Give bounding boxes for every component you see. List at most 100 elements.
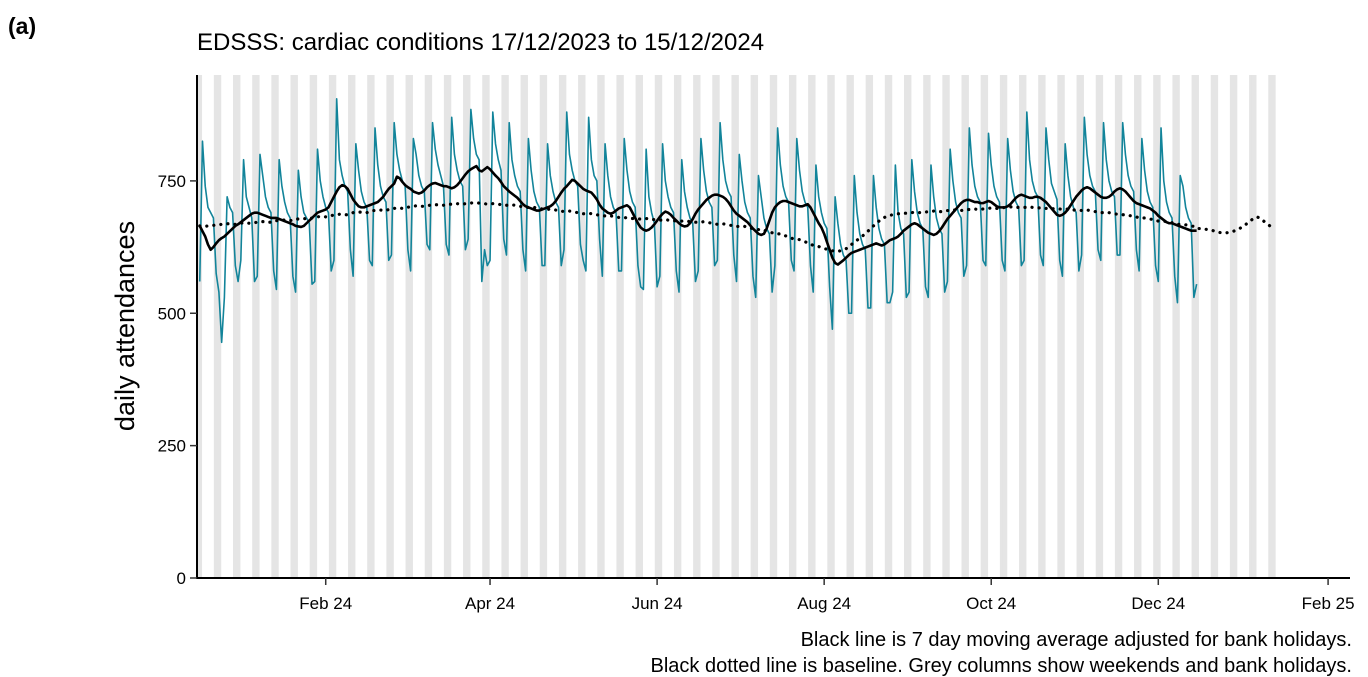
weekend-column [405, 75, 411, 578]
weekend-column [619, 75, 624, 578]
weekend-column [865, 75, 871, 578]
weekend-column [616, 75, 622, 578]
weekend-column [945, 75, 950, 578]
x-tick-label: Oct 24 [966, 594, 1016, 613]
weekend-column [827, 75, 832, 578]
weekend-column [868, 75, 874, 578]
weekend-column [887, 75, 893, 578]
panel-label: (a) [8, 13, 36, 39]
weekend-column [443, 75, 449, 578]
weekend-column [657, 75, 663, 578]
weekend-column [712, 75, 717, 578]
weekend-column [309, 75, 315, 578]
weekend-column [197, 75, 203, 578]
weekend-column [942, 75, 947, 578]
weekend-column [731, 75, 737, 578]
weekend-column [446, 75, 452, 578]
weekend-column [523, 75, 528, 578]
weekend-column [235, 75, 241, 578]
weekend-column [348, 75, 353, 578]
y-tick-label: 500 [158, 304, 186, 323]
weekend-column [1079, 75, 1084, 578]
x-tick-label: Feb 24 [299, 594, 352, 613]
weekend-column [312, 75, 318, 578]
weekend-column [849, 75, 854, 578]
weekend-column [906, 75, 912, 578]
weekend-column [274, 75, 279, 578]
weekend-column [638, 75, 644, 578]
weekend-column [810, 75, 816, 578]
weekend-column [999, 75, 1005, 578]
weekend-column [1155, 75, 1161, 578]
y-tick-label: 250 [158, 437, 186, 456]
axis-layer: 0 250 500 750 Feb 24 Apr 24 Jun 24 Aug 24 Oct 24… [158, 75, 1355, 613]
weekend-column [750, 75, 756, 578]
x-tick-label: Feb 25 [1302, 594, 1355, 613]
weekend-column [1249, 75, 1254, 578]
weekend-column [1098, 75, 1104, 578]
y-tick-label: 0 [177, 569, 186, 588]
weekend-column [1251, 75, 1257, 578]
weekend-column [1038, 75, 1043, 578]
weekend-column [252, 75, 257, 578]
weekend-column [1060, 75, 1065, 578]
x-tick-label: Jun 24 [632, 594, 683, 613]
note: Black dotted line is baseline. Grey colu… [650, 655, 1352, 677]
weekend-column [213, 75, 219, 578]
weekend-column [367, 75, 372, 578]
weekend-column [1270, 75, 1276, 578]
x-tick-label: Aug 24 [797, 594, 851, 613]
weekend-column [504, 75, 509, 578]
weekend-column [1002, 75, 1008, 578]
weekend-column [542, 75, 548, 578]
weekend-column [1175, 75, 1180, 578]
weekend-column [1136, 75, 1142, 578]
weekend-column [484, 75, 490, 578]
weekend-column [389, 75, 394, 578]
weekend-column [673, 75, 679, 578]
weekend-column [1021, 75, 1027, 578]
weekend-column [846, 75, 852, 578]
weekend-column [427, 75, 433, 578]
note: Black line is 7 day moving average adjus… [801, 629, 1352, 651]
weekend-column [271, 75, 277, 578]
weekend-column [1172, 75, 1178, 578]
weekend-column [964, 75, 969, 578]
weekend-column [676, 75, 682, 578]
x-tick-label: Apr 24 [465, 594, 515, 613]
weekend-column [233, 75, 238, 578]
weekend-column [1040, 75, 1046, 578]
weekend-column [695, 75, 701, 578]
weekend-column [254, 75, 260, 578]
weekend-column [753, 75, 759, 578]
weekend-column [539, 75, 545, 578]
weekend-column [1153, 75, 1158, 578]
column-layer [197, 75, 1276, 578]
weekend-column [386, 75, 392, 578]
weekend-column [331, 75, 337, 578]
weekend-column [600, 75, 605, 578]
weekend-column [328, 75, 334, 578]
weekend-column [369, 75, 375, 578]
weekend-column [578, 75, 583, 578]
weekend-column [1095, 75, 1101, 578]
weekend-column [635, 75, 641, 578]
weekend-column [715, 75, 720, 578]
weekend-column [693, 75, 698, 578]
y-axis-label: daily attendances [110, 221, 140, 431]
weekend-column [654, 75, 660, 578]
weekend-column [501, 75, 507, 578]
weekend-column [465, 75, 471, 578]
weekend-column [1057, 75, 1063, 578]
weekend-column [788, 75, 794, 578]
weekend-column [293, 75, 298, 578]
baseline-line [198, 201, 1275, 253]
weekend-column [463, 75, 468, 578]
weekend-column [734, 75, 739, 578]
weekend-column [1194, 75, 1199, 578]
weekend-column [424, 75, 430, 578]
weekend-column [290, 75, 296, 578]
weekend-column [558, 75, 564, 578]
weekend-column [408, 75, 413, 578]
